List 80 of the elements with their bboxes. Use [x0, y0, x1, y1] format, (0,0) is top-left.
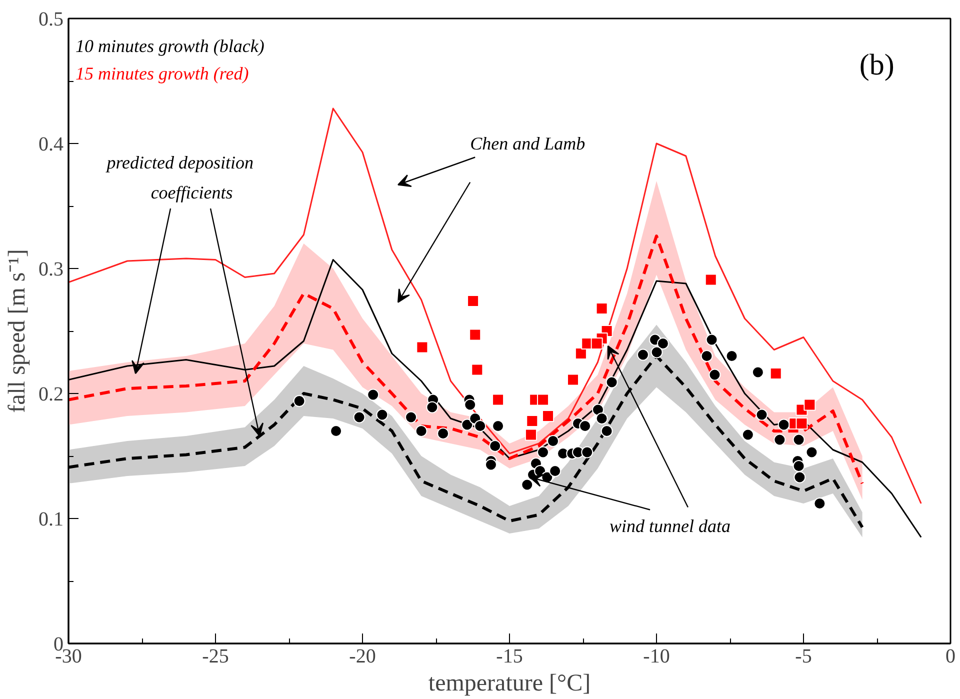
point: [469, 328, 482, 341]
point: [774, 434, 786, 446]
point: [726, 350, 738, 362]
y-tick-label: 0.1: [38, 508, 64, 530]
point: [581, 446, 594, 458]
annotation: (b): [859, 48, 894, 82]
point: [492, 420, 504, 432]
point: [437, 428, 450, 440]
annotation: Chen and Lamb: [470, 134, 586, 154]
y-tick-label: 0.4: [38, 134, 64, 156]
annotation: wind tunnel data: [609, 516, 730, 536]
point: [574, 348, 587, 360]
point: [778, 418, 790, 431]
x-tick-label: -15: [496, 646, 523, 668]
point: [467, 295, 480, 307]
point: [752, 366, 764, 378]
point: [579, 420, 592, 432]
x-tick-label: -10: [643, 646, 670, 668]
point: [636, 348, 649, 361]
point: [592, 404, 604, 416]
point: [521, 478, 534, 491]
point: [708, 368, 721, 381]
point: [330, 425, 342, 437]
point: [704, 274, 717, 286]
point: [814, 498, 826, 510]
point: [792, 460, 805, 472]
x-tick-label: -5: [795, 646, 812, 668]
point: [547, 435, 560, 447]
line-series: [68, 108, 922, 504]
y-tick-label: 0.3: [38, 258, 64, 280]
point: [471, 364, 484, 376]
point: [549, 465, 562, 477]
point: [526, 415, 538, 427]
point: [770, 368, 782, 380]
point: [742, 428, 754, 441]
point: [794, 471, 806, 484]
point: [367, 388, 380, 401]
point: [293, 395, 306, 407]
point: [600, 425, 613, 437]
point: [489, 440, 502, 452]
point: [376, 408, 388, 421]
point: [537, 446, 550, 458]
point: [405, 411, 418, 424]
point: [416, 341, 428, 354]
point: [596, 302, 608, 314]
point: [596, 412, 608, 424]
point: [656, 338, 669, 350]
y-tick-label: 0.2: [38, 384, 64, 406]
x-tick-label: -25: [202, 646, 229, 668]
x-tick-label: 0: [946, 646, 956, 668]
point: [524, 428, 537, 441]
point: [806, 446, 818, 458]
annotation: 15 minutes growth (red): [76, 64, 249, 84]
annotation: predicted deposition coefficients: [104, 152, 254, 202]
line-series: [68, 234, 864, 485]
x-tick-label: -20: [349, 646, 376, 668]
point: [484, 458, 497, 471]
point: [706, 334, 718, 346]
point: [700, 350, 713, 362]
point: [796, 418, 808, 430]
point: [415, 425, 428, 437]
point: [474, 420, 486, 432]
point: [804, 398, 816, 411]
x-axis-title: temperature [°C]: [428, 670, 591, 696]
point: [542, 410, 554, 422]
point: [537, 394, 550, 406]
point: [567, 374, 580, 386]
point: [590, 338, 603, 350]
point: [792, 434, 805, 446]
y-tick-label: 0.5: [38, 8, 64, 30]
point: [464, 398, 476, 411]
point: [353, 411, 366, 424]
point: [426, 401, 438, 414]
point: [492, 394, 504, 406]
annotation: 10 minutes growth (black): [76, 36, 264, 56]
point: [461, 418, 474, 431]
y-axis-title: fall speed [m s⁻¹]: [4, 249, 30, 413]
point: [756, 408, 768, 421]
point: [650, 346, 663, 358]
point: [606, 376, 618, 388]
